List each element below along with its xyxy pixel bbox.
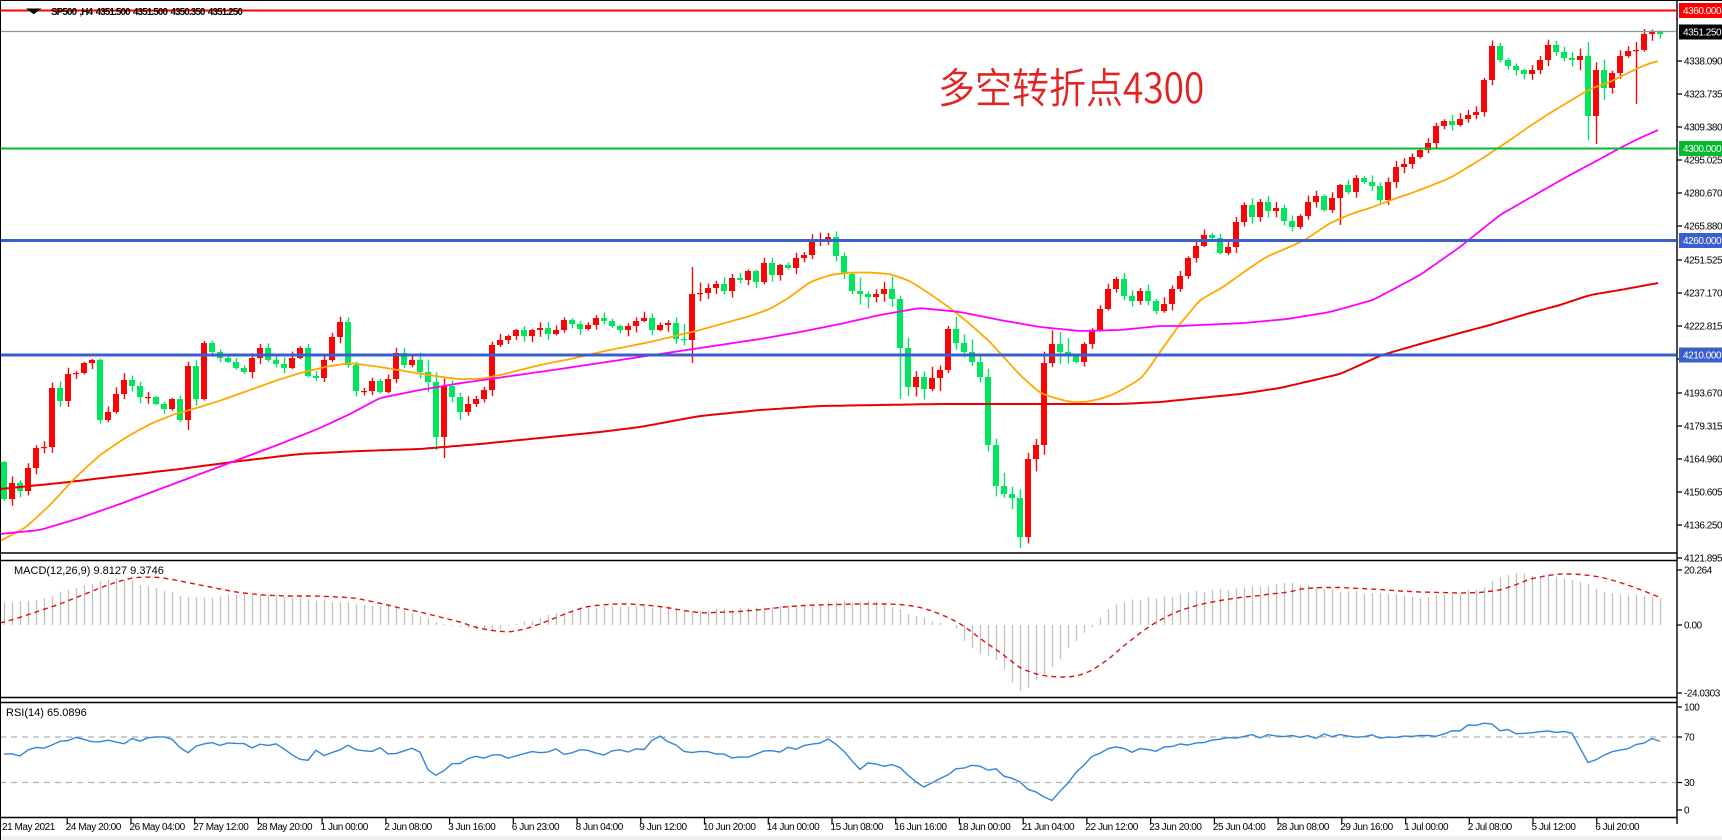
svg-text:MACD(12,26,9) 9.8127 9.3746: MACD(12,26,9) 9.8127 9.3746	[14, 565, 164, 577]
svg-text:2 Jul 08:00: 2 Jul 08:00	[1468, 822, 1513, 833]
svg-text:4193.670: 4193.670	[1684, 389, 1722, 400]
svg-text:3 Jun 16:00: 3 Jun 16:00	[448, 822, 496, 833]
svg-text:4237.170: 4237.170	[1684, 289, 1722, 300]
svg-text:10 Jun 20:00: 10 Jun 20:00	[703, 822, 756, 833]
svg-text:100: 100	[1684, 703, 1700, 714]
svg-text:4360.000: 4360.000	[1683, 6, 1722, 17]
svg-text:25 Jun 04:00: 25 Jun 04:00	[1213, 822, 1266, 833]
svg-text:20.264: 20.264	[1684, 566, 1713, 577]
svg-text:6 Jun 23:00: 6 Jun 23:00	[512, 822, 560, 833]
svg-text:28 Jun 08:00: 28 Jun 08:00	[1277, 822, 1330, 833]
svg-text:24 May 20:00: 24 May 20:00	[66, 822, 122, 833]
svg-text:4150.605: 4150.605	[1684, 488, 1722, 499]
svg-text:70: 70	[1684, 733, 1695, 744]
svg-text:21 May 2021: 21 May 2021	[2, 822, 56, 833]
svg-text:23 Jun 20:00: 23 Jun 20:00	[1149, 822, 1202, 833]
svg-text:4323.735: 4323.735	[1684, 90, 1722, 101]
svg-text:4222.815: 4222.815	[1684, 322, 1722, 333]
svg-text:1 Jun 00:00: 1 Jun 00:00	[321, 822, 369, 833]
svg-text:28 May 20:00: 28 May 20:00	[257, 822, 313, 833]
svg-text:4121.895: 4121.895	[1684, 554, 1722, 565]
svg-text:4210.000: 4210.000	[1683, 351, 1722, 362]
svg-text:SP500 ,H4 4351.500 4351.500 4: SP500 ,H4 4351.500 4351.500 4350.350 435…	[51, 7, 243, 18]
svg-text:1 Jul 00:00: 1 Jul 00:00	[1404, 822, 1449, 833]
svg-text:4338.090: 4338.090	[1684, 57, 1722, 68]
svg-text:14 Jun 00:00: 14 Jun 00:00	[767, 822, 820, 833]
svg-text:29 Jun 16:00: 29 Jun 16:00	[1340, 822, 1393, 833]
svg-text:9 Jun 12:00: 9 Jun 12:00	[639, 822, 687, 833]
svg-text:22 Jun 12:00: 22 Jun 12:00	[1085, 822, 1138, 833]
svg-text:4164.960: 4164.960	[1684, 455, 1722, 466]
svg-text:8 Jun 04:00: 8 Jun 04:00	[576, 822, 624, 833]
svg-text:4309.380: 4309.380	[1684, 123, 1722, 134]
svg-text:-24.0303: -24.0303	[1684, 689, 1721, 700]
svg-text:2 Jun 08:00: 2 Jun 08:00	[384, 822, 432, 833]
svg-text:6 Jul 20:00: 6 Jul 20:00	[1595, 822, 1640, 833]
svg-text:0: 0	[1684, 806, 1690, 817]
svg-text:4280.670: 4280.670	[1684, 189, 1722, 200]
svg-text:15 Jun 08:00: 15 Jun 08:00	[831, 822, 884, 833]
svg-text:27 May 12:00: 27 May 12:00	[193, 822, 249, 833]
svg-text:4251.525: 4251.525	[1684, 256, 1722, 267]
svg-text:5 Jul 12:00: 5 Jul 12:00	[1532, 822, 1577, 833]
svg-text:4265.880: 4265.880	[1684, 222, 1722, 233]
svg-text:16 Jun 16:00: 16 Jun 16:00	[894, 822, 947, 833]
svg-text:4300.000: 4300.000	[1683, 144, 1722, 155]
svg-text:4351.250: 4351.250	[1683, 28, 1722, 39]
svg-text:21 Jun 04:00: 21 Jun 04:00	[1022, 822, 1075, 833]
svg-text:4260.000: 4260.000	[1683, 236, 1722, 247]
svg-text:4295.025: 4295.025	[1684, 156, 1722, 167]
svg-text:0.00: 0.00	[1684, 621, 1703, 632]
svg-text:4179.315: 4179.315	[1684, 422, 1722, 433]
svg-text:18 Jun 00:00: 18 Jun 00:00	[958, 822, 1011, 833]
svg-text:26 May 04:00: 26 May 04:00	[130, 822, 186, 833]
svg-text:30: 30	[1684, 778, 1695, 789]
svg-text:4136.250: 4136.250	[1684, 521, 1722, 532]
svg-text:RSI(14) 65.0896: RSI(14) 65.0896	[6, 707, 87, 719]
